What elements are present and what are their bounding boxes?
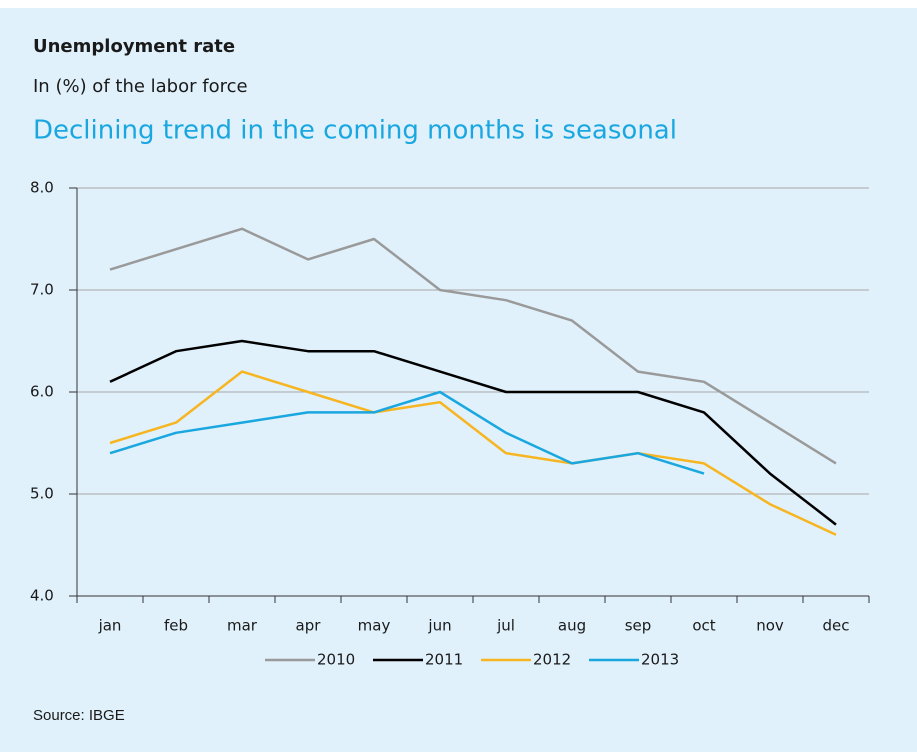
- x-tick-label: aug: [558, 617, 586, 635]
- x-tick-label: jun: [427, 617, 451, 635]
- background: [0, 8, 917, 752]
- y-tick-label: 6.0: [30, 383, 54, 401]
- legend-label: 2011: [425, 651, 463, 669]
- y-tick-label: 5.0: [30, 485, 54, 503]
- x-tick-label: nov: [756, 617, 784, 635]
- x-tick-label: jan: [98, 617, 122, 635]
- chart-headline: Declining trend in the coming months is …: [33, 116, 677, 146]
- x-tick-label: jul: [496, 617, 515, 635]
- series-line: [109, 370, 837, 536]
- x-tick-label: oct: [692, 617, 715, 635]
- y-tick-label: 4.0: [30, 587, 54, 605]
- chart-subtitle: In (%) of the labor force: [33, 76, 248, 97]
- x-tick-label: apr: [296, 617, 322, 635]
- series-line: [109, 227, 837, 465]
- x-tick-label: dec: [823, 617, 850, 635]
- y-tick-label: 7.0: [30, 281, 54, 299]
- legend-label: 2013: [641, 651, 679, 669]
- x-tick-label: may: [358, 617, 391, 635]
- x-tick-label: mar: [227, 617, 258, 635]
- chart-title: Unemployment rate: [33, 36, 235, 57]
- series-line: [109, 339, 837, 526]
- series-line: [109, 390, 705, 475]
- x-tick-label: sep: [625, 617, 652, 635]
- source-note: Source: IBGE: [33, 707, 125, 724]
- legend-label: 2012: [533, 651, 571, 669]
- x-tick-label: feb: [164, 617, 188, 635]
- y-tick-label: 8.0: [30, 179, 54, 197]
- legend-label: 2010: [317, 651, 355, 669]
